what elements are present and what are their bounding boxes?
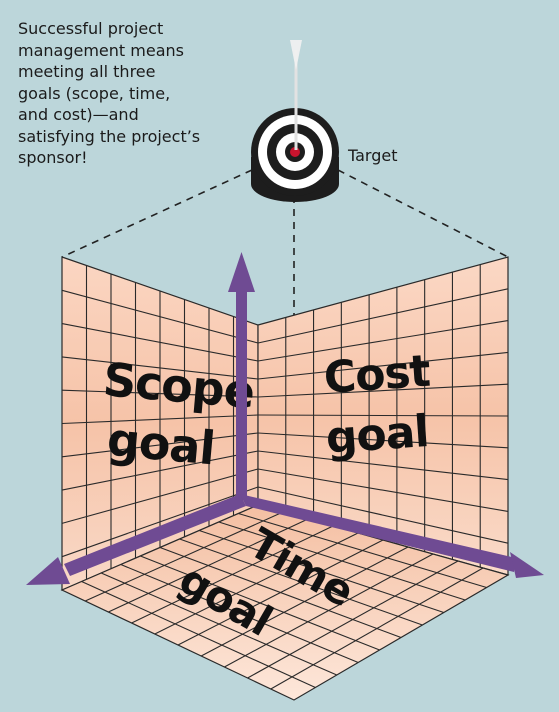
grid-line — [61, 450, 259, 491]
grid-line — [140, 555, 380, 651]
cost-axis-arrow — [240, 494, 544, 578]
grid-line — [120, 563, 359, 664]
target-icon — [251, 108, 339, 202]
grid-line — [61, 323, 259, 362]
scope-axis-arrow — [228, 252, 255, 500]
grid-line — [179, 538, 423, 626]
caption-line: management means — [18, 40, 184, 60]
grid-line — [257, 450, 509, 481]
grid-line — [238, 512, 487, 589]
grid-line — [257, 486, 509, 544]
cost-goal-label: Cost goal — [322, 346, 432, 464]
grid-line — [61, 414, 259, 425]
caption: Successful project management means meet… — [18, 18, 268, 169]
grid-line — [100, 572, 338, 676]
scope-goal-label: Scope goal — [101, 352, 256, 475]
grid-lines — [61, 264, 509, 690]
grid-line — [81, 580, 316, 689]
grid-line — [159, 546, 402, 639]
grid-line — [257, 288, 509, 344]
scope-goal-line2: goal — [105, 412, 217, 475]
grid-line — [257, 432, 509, 449]
grid-line — [61, 389, 259, 398]
grid-line — [257, 351, 509, 380]
grid-line — [61, 432, 259, 458]
grid-line — [257, 320, 509, 362]
dart-icon — [290, 40, 302, 150]
grid-line — [257, 383, 509, 398]
grid-line — [218, 521, 466, 601]
dashed-guide-right — [337, 169, 509, 258]
grid-line — [61, 356, 259, 380]
scope-goal-line1: Scope — [101, 352, 256, 419]
cost-goal-line2: goal — [324, 406, 430, 464]
caption-line: satisfying the project’s — [18, 126, 201, 146]
grid-line — [61, 289, 259, 344]
caption-line: Successful project — [18, 19, 164, 38]
caption-line: and cost)—and — [18, 105, 139, 124]
grid-line — [257, 468, 509, 512]
time-axis-arrow — [26, 494, 246, 585]
dashed-guide-left — [61, 169, 253, 258]
grid-line — [199, 529, 444, 614]
grid-line — [61, 486, 259, 558]
grid-line — [61, 468, 259, 524]
target-label: Target — [348, 146, 398, 165]
caption-line: goals (scope, time, — [18, 83, 171, 103]
axis-arrows — [26, 252, 544, 585]
caption-line: sponsor! — [18, 148, 88, 167]
grid-line — [257, 414, 509, 417]
cost-goal-line1: Cost — [322, 346, 432, 404]
caption-line: meeting all three — [18, 62, 156, 81]
